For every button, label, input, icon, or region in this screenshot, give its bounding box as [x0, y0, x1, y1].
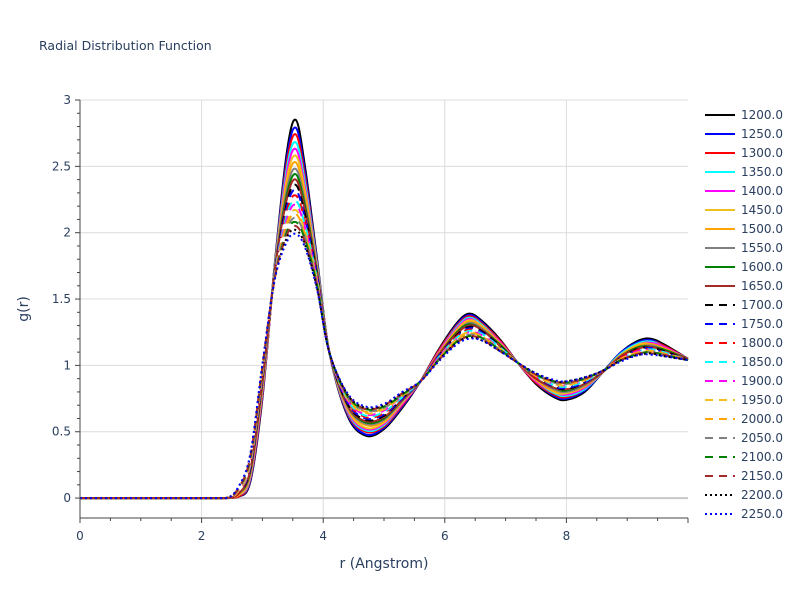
legend-item-1950.0[interactable]: 1950.0	[705, 393, 783, 407]
legend-item-2100.0[interactable]: 2100.0	[705, 450, 783, 464]
x-tick-label: 6	[441, 529, 449, 543]
legend-item-2050.0[interactable]: 2050.0	[705, 431, 783, 445]
series-line-1750.0	[80, 188, 689, 500]
series-layer	[80, 118, 689, 500]
series-line-1700.0	[80, 183, 689, 500]
legend-label: 2100.0	[741, 450, 783, 464]
legend-label: 1550.0	[741, 241, 783, 255]
legend-label: 1300.0	[741, 146, 783, 160]
legend-item-1500.0[interactable]: 1500.0	[705, 222, 783, 236]
legend-label: 1350.0	[741, 165, 783, 179]
legend-label: 2150.0	[741, 469, 783, 483]
legend-item-1800.0[interactable]: 1800.0	[705, 336, 783, 350]
series-line-1200.0	[80, 118, 689, 500]
x-tick-label: 0	[76, 529, 84, 543]
series-line-1300.0	[80, 133, 689, 500]
legend-item-1250.0[interactable]: 1250.0	[705, 127, 783, 141]
axis-layer: 0 0.5 1 1.5 2 2.5 3 0 2 4 6 8	[52, 93, 689, 543]
series-line-1950.0	[80, 208, 689, 500]
legend-item-1450.0[interactable]: 1450.0	[705, 203, 783, 217]
series-line-2100.0	[80, 220, 689, 500]
series-line-1500.0	[80, 161, 689, 500]
series-line-2150.0	[80, 224, 689, 500]
legend-item-1600.0[interactable]: 1600.0	[705, 260, 783, 274]
legend-item-1350.0[interactable]: 1350.0	[705, 165, 783, 179]
legend-label: 1450.0	[741, 203, 783, 217]
legend-item-1550.0[interactable]: 1550.0	[705, 241, 783, 255]
legend-item-1200.0[interactable]: 1200.0	[705, 108, 783, 122]
legend-item-1750.0[interactable]: 1750.0	[705, 317, 783, 331]
y-tick-label: 1.5	[52, 292, 71, 306]
x-tick-label: 4	[319, 529, 327, 543]
y-tick-label: 2.5	[52, 159, 71, 173]
series-line-1650.0	[80, 178, 689, 500]
grid-layer	[80, 99, 688, 518]
y-tick-label: 3	[63, 93, 71, 107]
legend-label: 1950.0	[741, 393, 783, 407]
series-line-1450.0	[80, 154, 689, 500]
series-line-1250.0	[80, 126, 689, 500]
y-tick-label: 2	[63, 226, 71, 240]
chart-title: Radial Distribution Function	[39, 38, 212, 53]
series-line-2250.0	[80, 232, 689, 500]
x-axis-title: r (Angstrom)	[340, 556, 429, 572]
series-line-1400.0	[80, 147, 689, 500]
legend-label: 2200.0	[741, 488, 783, 502]
legend-label: 1700.0	[741, 298, 783, 312]
y-axis-title: g(r)	[16, 296, 32, 322]
series-line-2200.0	[80, 228, 689, 500]
x-tick-label: 2	[198, 529, 206, 543]
legend-item-2000.0[interactable]: 2000.0	[705, 412, 783, 426]
series-line-2050.0	[80, 216, 689, 500]
legend-item-2250.0[interactable]: 2250.0	[705, 507, 783, 521]
legend-label: 2250.0	[741, 507, 783, 521]
legend-item-1650.0[interactable]: 1650.0	[705, 279, 783, 293]
legend-label: 1850.0	[741, 355, 783, 369]
legend-item-1300.0[interactable]: 1300.0	[705, 146, 783, 160]
y-tick-label: 0	[63, 491, 71, 505]
legend-label: 1250.0	[741, 127, 783, 141]
legend-item-2150.0[interactable]: 2150.0	[705, 469, 783, 483]
series-line-2000.0	[80, 212, 689, 500]
legend-label: 1750.0	[741, 317, 783, 331]
legend-label: 1650.0	[741, 279, 783, 293]
legend-label: 1600.0	[741, 260, 783, 274]
series-line-1350.0	[80, 141, 689, 500]
legend-item-1850.0[interactable]: 1850.0	[705, 355, 783, 369]
series-line-1800.0	[80, 194, 689, 500]
legend-label: 1200.0	[741, 108, 783, 122]
series-line-1600.0	[80, 173, 689, 500]
legend[interactable]: 1200.0 1250.0 1300.0 1350.0 1400.0 1450.0 1500…	[705, 108, 783, 521]
legend-label: 1400.0	[741, 184, 783, 198]
legend-label: 1500.0	[741, 222, 783, 236]
legend-label: 1800.0	[741, 336, 783, 350]
legend-item-1400.0[interactable]: 1400.0	[705, 184, 783, 198]
legend-item-2200.0[interactable]: 2200.0	[705, 488, 783, 502]
y-tick-label: 1	[63, 358, 71, 372]
legend-label: 2050.0	[741, 431, 783, 445]
legend-label: 2000.0	[741, 412, 783, 426]
series-line-1900.0	[80, 203, 689, 500]
legend-label: 1900.0	[741, 374, 783, 388]
legend-item-1700.0[interactable]: 1700.0	[705, 298, 783, 312]
series-line-1850.0	[80, 199, 689, 500]
series-line-1550.0	[80, 167, 689, 500]
x-tick-label: 8	[563, 529, 571, 543]
legend-item-1900.0[interactable]: 1900.0	[705, 374, 783, 388]
y-tick-label: 0.5	[52, 425, 71, 439]
